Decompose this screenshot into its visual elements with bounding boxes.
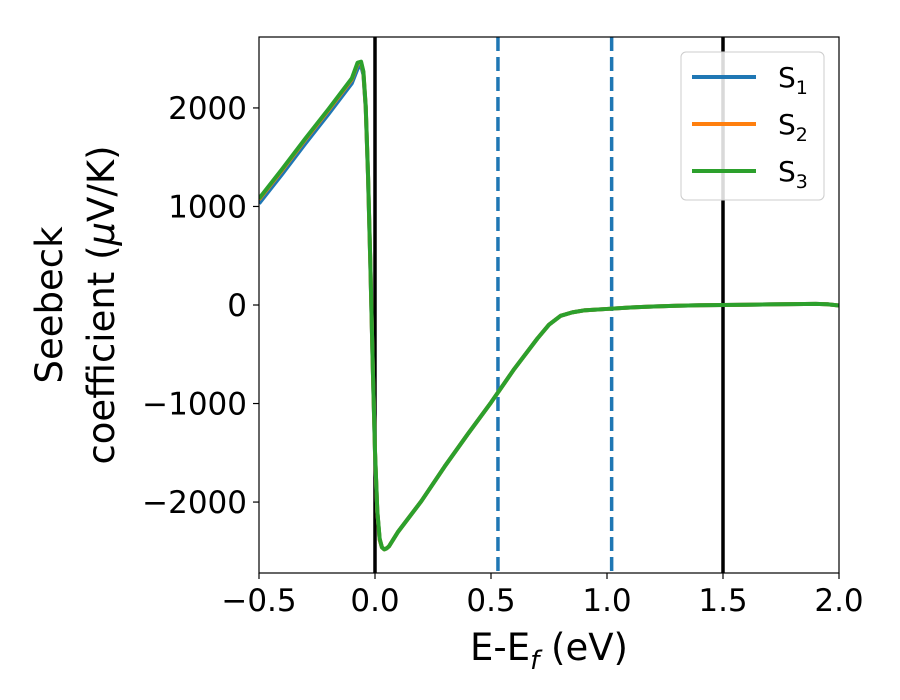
y-axis-label-suffix: V/K) — [80, 145, 123, 221]
legend-label-1: S1 — [778, 61, 808, 99]
y-axis-label-mu: μ — [80, 222, 123, 247]
x-tick-label: 0.0 — [350, 583, 399, 619]
legend-label-3: S3 — [778, 155, 808, 193]
x-tick-label: 1.0 — [582, 583, 631, 619]
series-lines — [259, 59, 839, 552]
x-tick-label: 2.0 — [814, 583, 863, 619]
y-axis-label-prefix: coefficient ( — [80, 245, 123, 464]
x-axis-label-unit: (eV) — [539, 626, 628, 669]
x-axis-label: E-Ef (eV) — [470, 626, 628, 676]
x-tick-label: −0.5 — [221, 583, 296, 619]
series-line-3 — [259, 59, 839, 552]
x-tick-label: 0.5 — [466, 583, 515, 619]
x-axis-label-main: E-E — [470, 626, 530, 669]
x-tick-label: 1.5 — [698, 583, 747, 619]
y-tick-label: −2000 — [142, 485, 247, 521]
y-tick-label: 0 — [227, 288, 247, 324]
y-axis: −2000 −1000 0 1000 2000 — [142, 91, 259, 521]
y-axis-label-line1: Seebeck — [28, 226, 71, 384]
legend: S1 S2 S3 — [680, 51, 825, 201]
y-axis-label-line2: coefficient (μV/K) — [80, 145, 123, 464]
y-tick-label: 1000 — [168, 189, 247, 225]
y-tick-label: −1000 — [142, 387, 247, 423]
legend-label-2: S2 — [778, 108, 808, 146]
y-tick-label: 2000 — [168, 91, 247, 127]
x-axis: −0.5 0.0 0.5 1.0 1.5 2.0 — [221, 573, 864, 619]
